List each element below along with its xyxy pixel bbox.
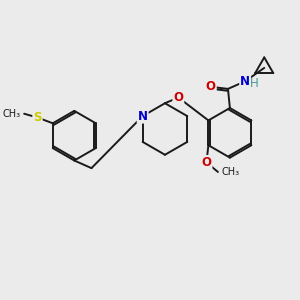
Text: S: S xyxy=(33,111,42,124)
Text: O: O xyxy=(173,91,183,104)
Text: N: N xyxy=(138,110,148,123)
Text: N: N xyxy=(240,75,250,88)
Text: H: H xyxy=(250,77,259,90)
Text: O: O xyxy=(206,80,216,94)
Text: CH₃: CH₃ xyxy=(2,109,20,119)
Text: CH₃: CH₃ xyxy=(222,167,240,177)
Text: O: O xyxy=(202,156,212,169)
